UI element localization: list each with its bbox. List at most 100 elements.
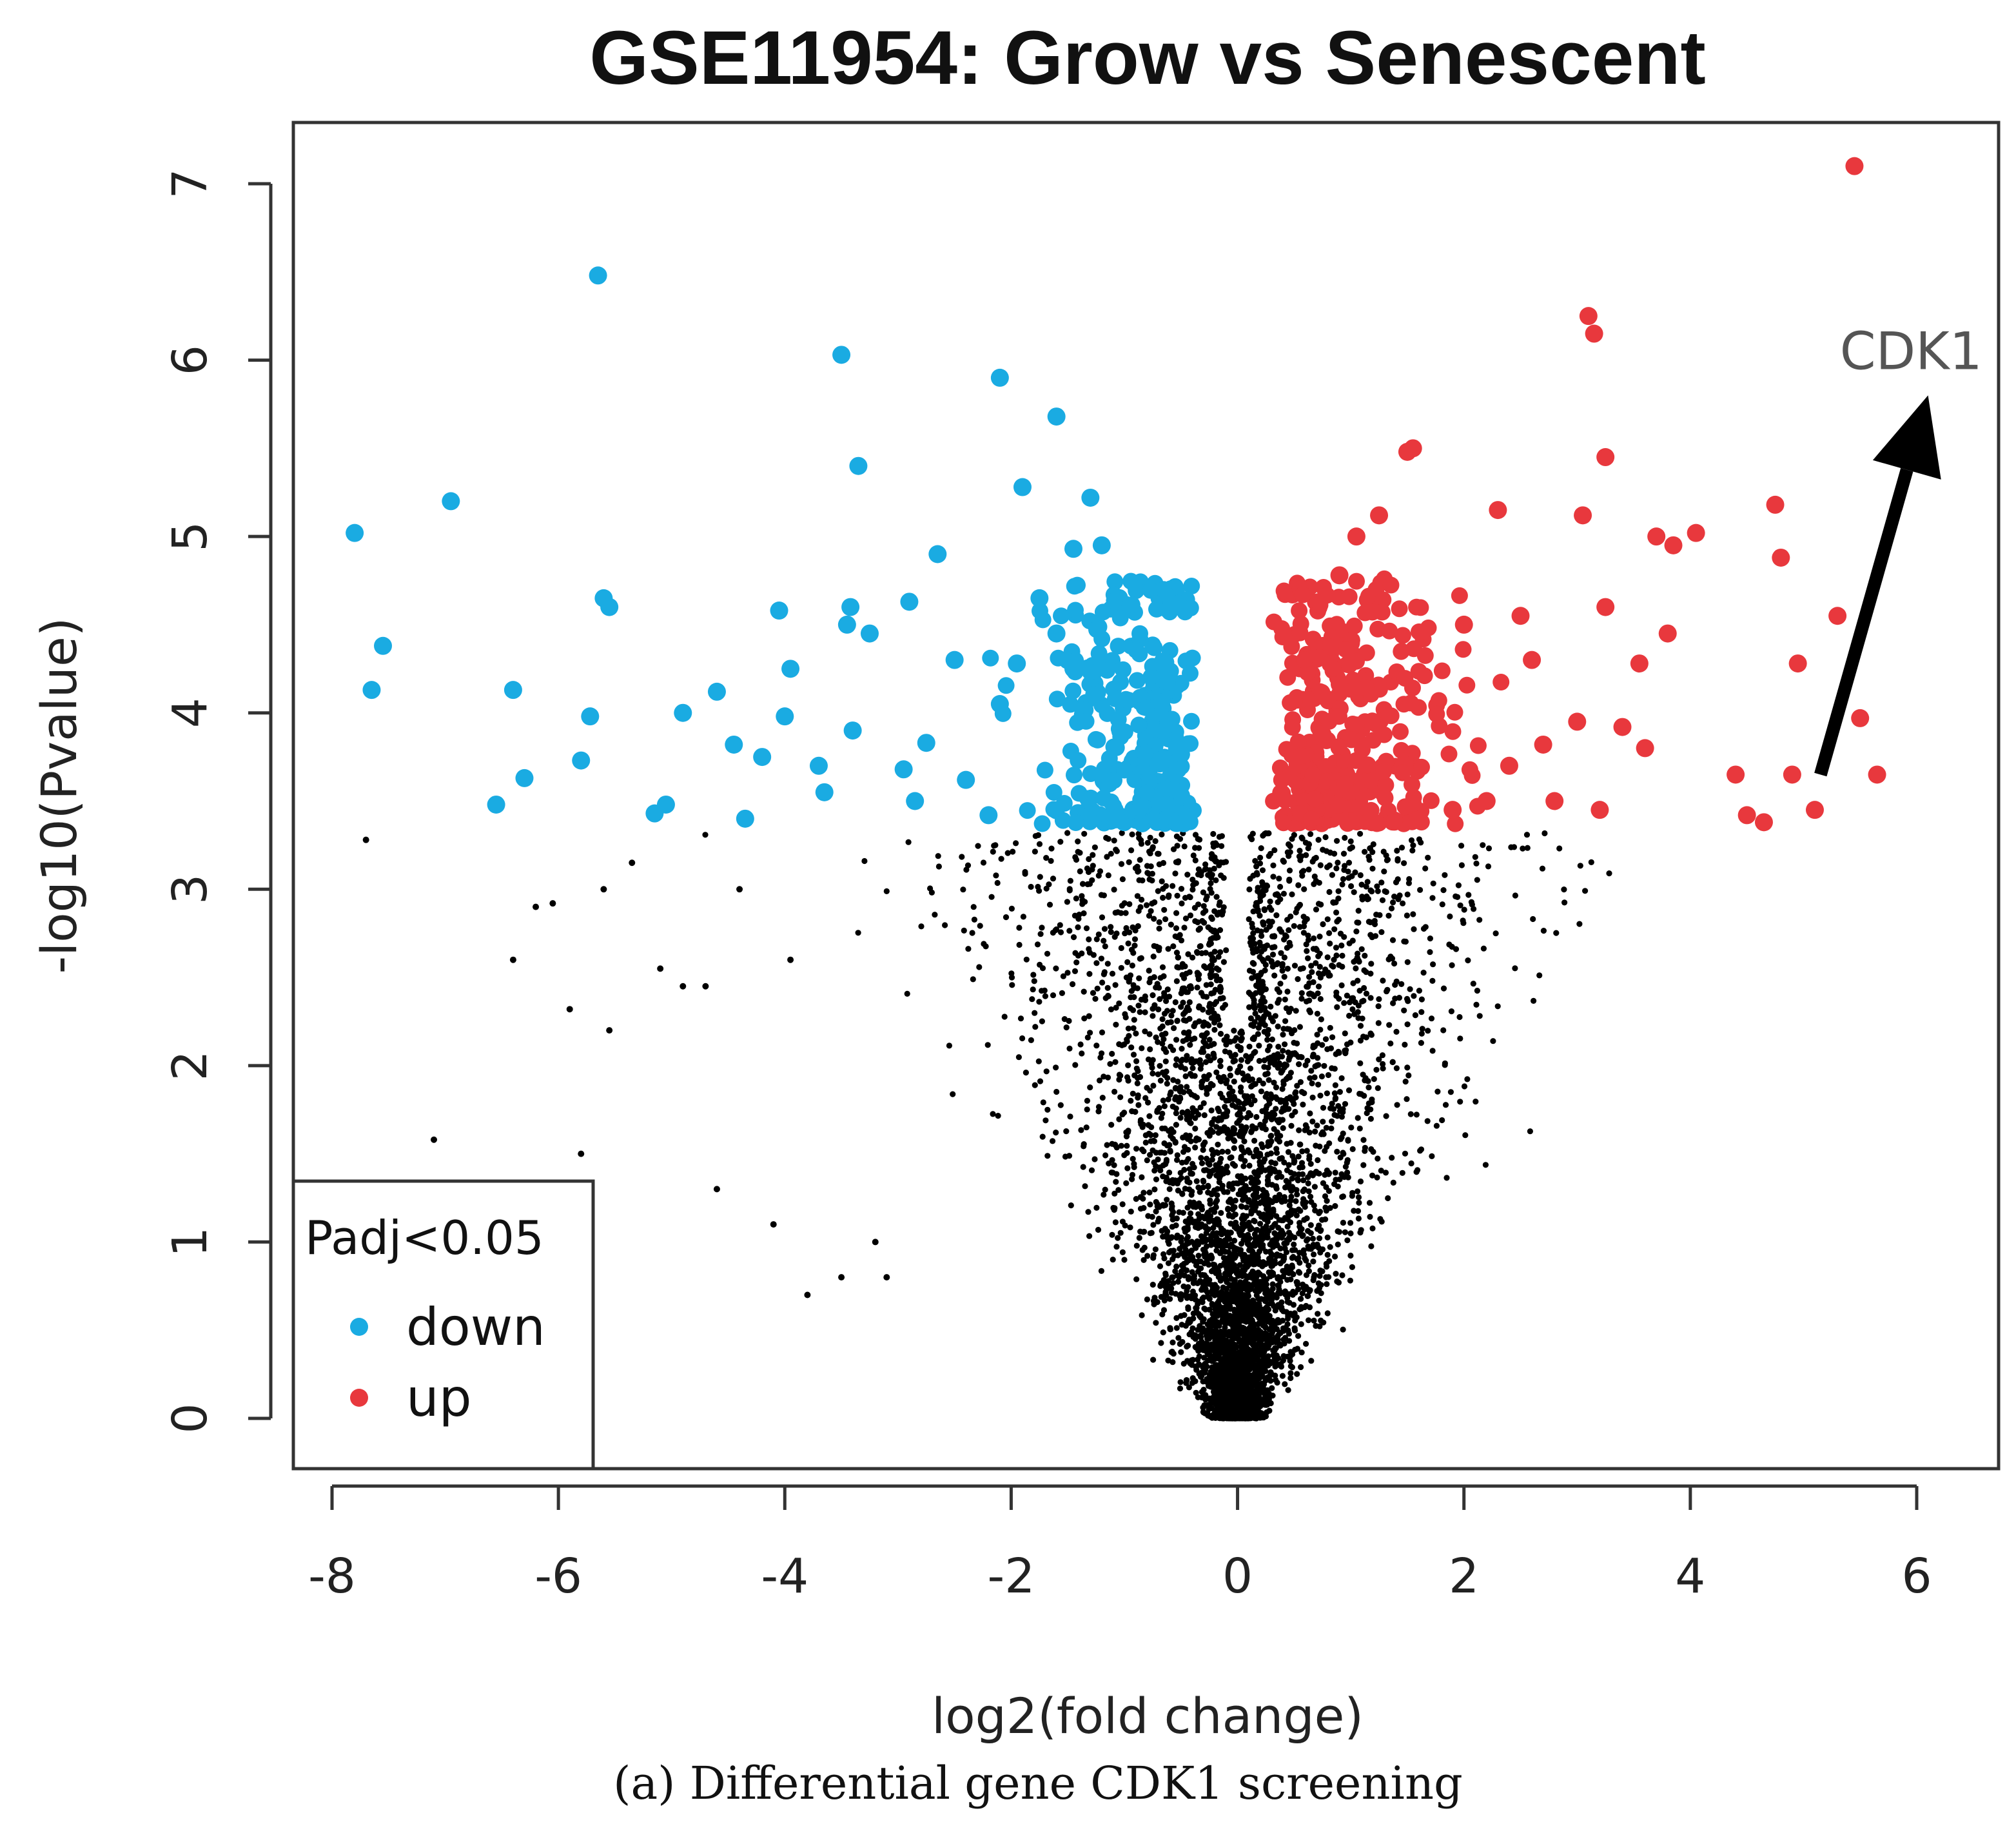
data-point-not-significant [1324, 1234, 1331, 1240]
data-point-not-significant [1226, 1346, 1233, 1353]
data-point-not-significant [1333, 952, 1340, 959]
data-point-not-significant [1169, 1224, 1175, 1230]
data-point-not-significant [1473, 1099, 1479, 1105]
data-point-not-significant [1003, 914, 1010, 921]
data-point-not-significant [1286, 877, 1293, 884]
data-point-not-significant [1168, 1126, 1175, 1133]
data-point-not-significant [1155, 1039, 1161, 1045]
data-point-not-significant [960, 886, 966, 893]
data-point-not-significant [1335, 888, 1342, 894]
data-point-not-significant [1375, 888, 1381, 894]
data-point-not-significant [1263, 1223, 1269, 1229]
data-point-not-significant [1182, 963, 1188, 970]
data-point-not-significant [1146, 876, 1153, 883]
data-point-not-significant [1209, 1374, 1216, 1380]
data-point-not-significant [1205, 1347, 1211, 1353]
data-point-not-significant [1355, 1115, 1361, 1121]
data-point-not-significant [1318, 1073, 1325, 1080]
data-point-not-significant [1093, 1204, 1100, 1211]
data-point-not-significant [1112, 1219, 1119, 1226]
data-point-not-significant [1161, 1103, 1168, 1110]
data-point-not-significant [1355, 977, 1361, 984]
data-point-not-significant [1280, 1032, 1286, 1038]
data-point-not-significant [1375, 1085, 1381, 1092]
data-point-not-significant [1066, 928, 1073, 934]
data-point-not-significant [1144, 863, 1151, 869]
data-point-not-significant [1239, 1360, 1246, 1367]
data-point-not-significant [1383, 1113, 1389, 1119]
data-point-not-significant [1116, 1000, 1122, 1006]
data-point-not-significant [1269, 1317, 1276, 1324]
data-point-not-significant [1244, 1363, 1250, 1369]
data-point-not-significant [1168, 1200, 1175, 1207]
data-point-not-significant [1256, 1057, 1262, 1064]
data-point-not-significant [1309, 1053, 1316, 1060]
data-point-not-significant [1106, 1160, 1112, 1167]
data-point-not-significant [1282, 1324, 1289, 1331]
data-point-not-significant [1123, 925, 1130, 932]
data-point-not-significant [1210, 990, 1217, 996]
data-point-not-significant [1200, 1147, 1206, 1153]
data-point-not-significant [1093, 960, 1100, 966]
data-point-not-significant [1289, 836, 1295, 842]
data-point-not-significant [1020, 914, 1026, 920]
data-point-not-significant [1277, 926, 1283, 932]
data-point-not-significant [1322, 834, 1329, 841]
data-point-not-significant [1147, 850, 1153, 857]
data-point-not-significant [1073, 896, 1079, 902]
data-point-not-significant [1442, 1102, 1449, 1108]
data-point-not-significant [1266, 1255, 1273, 1262]
data-point-not-significant [1201, 1167, 1208, 1173]
data-point-not-significant [1217, 1063, 1224, 1070]
data-point-not-significant [1429, 895, 1436, 901]
data-point-not-significant [1189, 954, 1196, 961]
data-point-not-significant [1166, 1170, 1173, 1176]
data-point-not-significant [1086, 856, 1092, 863]
data-point-not-significant [1338, 1171, 1345, 1177]
data-point-not-significant [1314, 1122, 1320, 1129]
data-point-not-significant [1160, 1329, 1166, 1336]
data-point-not-significant [1200, 889, 1206, 896]
data-point-not-significant [1293, 1198, 1299, 1204]
data-point-not-significant [1195, 1184, 1202, 1191]
data-point-not-significant [1271, 1230, 1278, 1237]
data-point-not-significant [1260, 1259, 1266, 1266]
data-point-not-significant [1288, 1122, 1295, 1129]
data-point-not-significant [1090, 852, 1096, 858]
data-point-not-significant [1340, 1130, 1346, 1137]
data-point-not-significant [1091, 844, 1098, 850]
data-point-not-significant [1229, 1368, 1237, 1375]
data-point-not-significant [1211, 1411, 1217, 1418]
data-point-not-significant [1048, 857, 1054, 864]
data-point-not-significant [1366, 857, 1373, 863]
data-point-not-significant [1230, 1253, 1237, 1259]
data-point-not-significant [1053, 1088, 1060, 1095]
data-point-not-significant [1105, 872, 1111, 879]
data-point-not-significant [1192, 1115, 1199, 1121]
data-point-not-significant [981, 941, 987, 947]
data-point-not-significant [1156, 861, 1162, 868]
data-point-not-significant [1327, 1024, 1333, 1031]
data-point-not-significant [1109, 1141, 1115, 1147]
data-point-not-significant [1230, 1058, 1237, 1065]
data-point-not-significant [1358, 881, 1365, 888]
data-point-not-significant [1034, 941, 1041, 948]
data-point-not-significant [1217, 1128, 1224, 1135]
data-point-not-significant [1349, 873, 1355, 879]
data-point-not-significant [1393, 1028, 1400, 1035]
data-point-not-significant [1291, 1208, 1298, 1214]
data-point-not-significant [1231, 1028, 1237, 1034]
data-point-not-significant [935, 853, 941, 859]
data-point-not-significant [1178, 1268, 1184, 1275]
data-point-not-significant [1315, 901, 1322, 907]
data-point-not-significant [1248, 1175, 1254, 1181]
data-point-not-significant [1276, 876, 1282, 882]
data-point-not-significant [1167, 1148, 1173, 1155]
data-point-not-significant [1313, 906, 1320, 913]
data-point-not-significant [1177, 1084, 1184, 1090]
data-point-not-significant [1170, 943, 1177, 950]
data-point-not-significant [1179, 1242, 1186, 1249]
data-point-not-significant [1279, 1373, 1286, 1379]
data-point-not-significant [1217, 1022, 1223, 1028]
